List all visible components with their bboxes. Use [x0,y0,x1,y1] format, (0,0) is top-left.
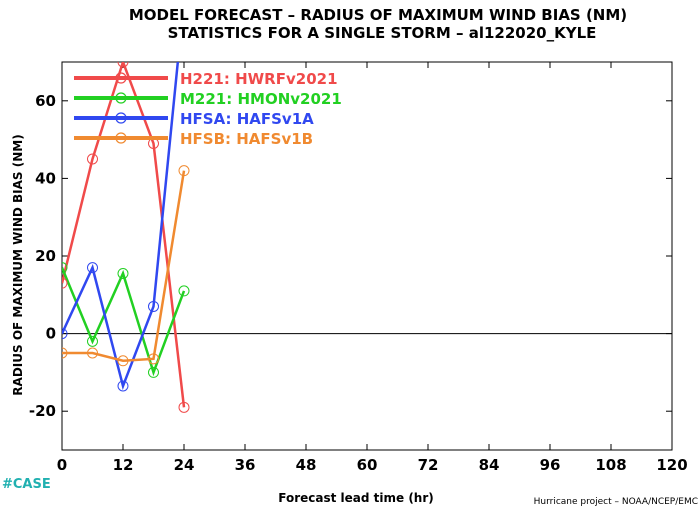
series-line [62,62,180,391]
legend-marker [115,72,127,84]
data-point [178,401,190,413]
x-tick-label: 12 [113,456,134,474]
series-line [62,170,186,363]
data-point [117,267,129,279]
data-point [62,277,68,289]
series-group [62,62,190,413]
series-line [62,267,186,377]
data-point [117,380,129,392]
legend-marker [115,112,127,124]
x-tick-label: 72 [418,456,439,474]
data-point [62,262,68,274]
chart-subtitle: STATISTICS FOR A SINGLE STORM – al122020… [168,24,597,42]
data-point [87,153,98,165]
plot-area: 0 12 24 36 48 60 72 84 96 108 120 -20 0 20 40 60 H221: H… [29,61,688,474]
data-point [148,300,159,312]
plot-frame [61,61,673,451]
legend-marker [115,132,127,144]
data-point [178,285,190,297]
series-line [62,62,186,408]
x-tick-label: 0 [57,456,67,474]
legend-label: HFSB: HAFSv1B [180,130,313,148]
data-point [178,165,190,177]
credit-text: Hurricane project – NOAA/NCEP/EMC [534,497,698,507]
data-point [148,353,159,365]
data-point [87,335,98,347]
legend-label: H221: HWRFv2021 [180,70,338,88]
data-point [62,347,68,359]
legend-label: HFSA: HAFSv1A [180,110,314,128]
data-point [62,328,68,340]
case-tag: #CASE [2,477,51,492]
y-tick-label: 0 [46,325,56,343]
legend-marker [115,92,127,104]
x-axis-label: Forecast lead time (hr) [278,491,434,505]
x-tick-label: 96 [540,456,561,474]
x-tick-label: 48 [296,456,317,474]
x-tick-label: 24 [174,456,195,474]
x-tick-label: 120 [656,456,687,474]
y-tick-label: 60 [35,92,56,110]
x-tick-label: 84 [479,456,500,474]
x-tick-label: 36 [235,456,256,474]
x-tick-label: 108 [595,456,626,474]
y-tick-label: -20 [29,402,56,420]
data-point [87,262,98,274]
data-point [117,62,129,68]
x-tick-label: 60 [357,456,378,474]
data-point [87,347,98,359]
y-tick-label: 40 [35,169,56,187]
chart-title: MODEL FORECAST – RADIUS OF MAXIMUM WIND … [129,6,627,24]
legend-label: M221: HMONv2021 [180,90,342,108]
data-point [117,355,129,367]
data-point [148,366,159,378]
y-tick-label: 20 [35,247,56,265]
y-axis-label: RADIUS OF MAXIMUM WIND BIAS (NM) [11,134,25,395]
